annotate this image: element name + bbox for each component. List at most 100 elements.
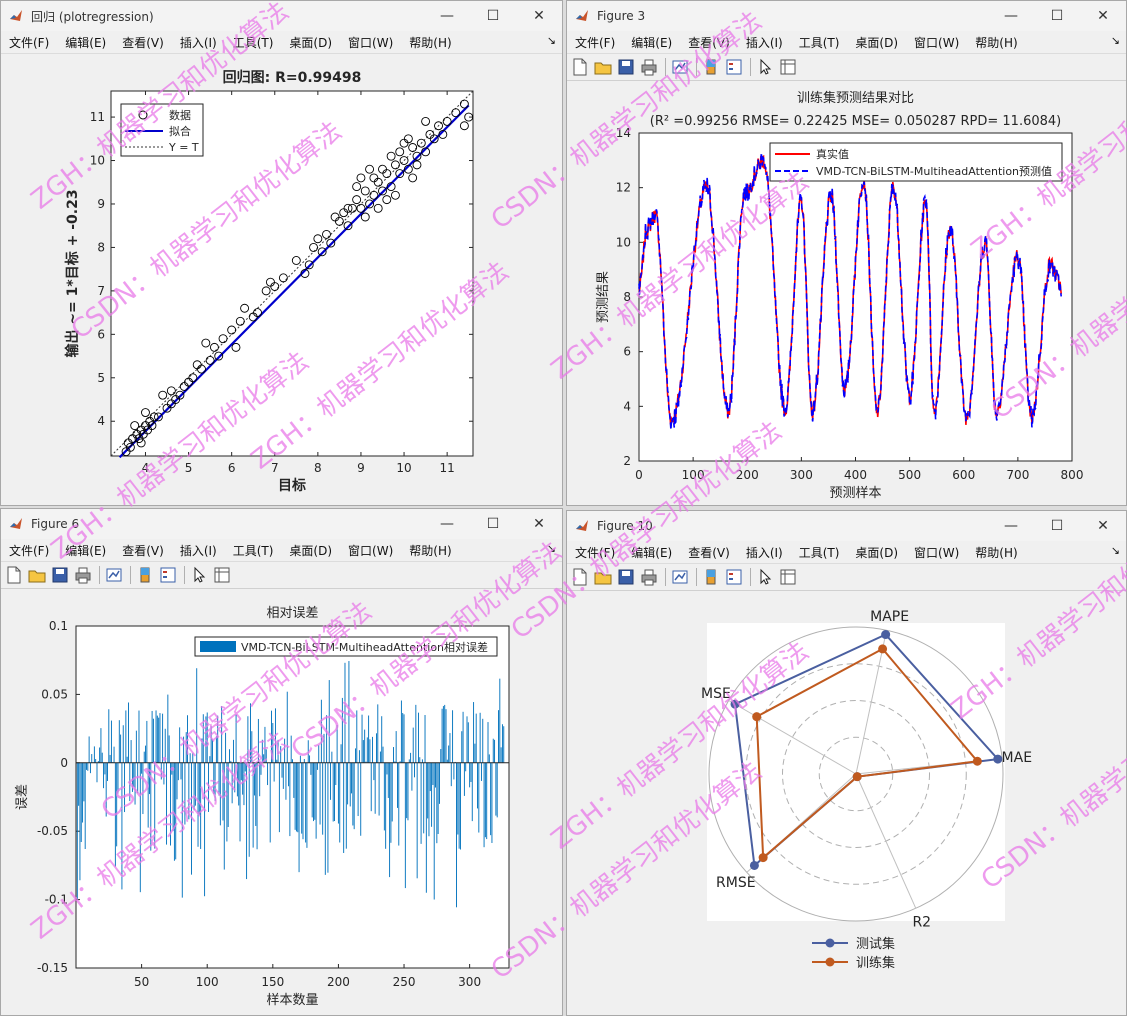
menu-insert[interactable]: 插入(I) bbox=[179, 543, 217, 558]
menu-file[interactable]: 文件(F) bbox=[575, 545, 616, 560]
menu-help[interactable]: 帮助(H) bbox=[975, 35, 1018, 50]
link-plot-icon[interactable] bbox=[105, 566, 123, 584]
maximize-button[interactable]: ☐ bbox=[1050, 8, 1064, 24]
error-bar bbox=[214, 762, 216, 801]
menu-tools[interactable]: 工具(T) bbox=[232, 543, 274, 558]
error-bar bbox=[217, 715, 219, 763]
error-bar bbox=[188, 762, 190, 820]
title-bar[interactable]: Figure 10 — ☐ ✕ bbox=[567, 511, 1126, 541]
close-button[interactable]: ✕ bbox=[1097, 518, 1109, 534]
error-bar bbox=[176, 762, 178, 800]
maximize-button[interactable]: ☐ bbox=[486, 8, 500, 24]
legend-icon[interactable] bbox=[159, 566, 177, 584]
save-icon[interactable] bbox=[617, 568, 635, 586]
open-folder-icon[interactable] bbox=[594, 58, 612, 76]
open-folder-icon[interactable] bbox=[28, 566, 46, 584]
menu-desktop[interactable]: 桌面(D) bbox=[855, 545, 899, 560]
data-point bbox=[227, 325, 237, 335]
pointer-icon[interactable] bbox=[756, 568, 774, 586]
menu-file[interactable]: 文件(F) bbox=[575, 35, 616, 50]
minimize-button[interactable]: — bbox=[1004, 8, 1018, 24]
menu-overflow-icon[interactable]: ↘ bbox=[546, 542, 556, 555]
error-bar bbox=[149, 762, 150, 795]
close-button[interactable]: ✕ bbox=[533, 516, 545, 532]
error-bar bbox=[397, 762, 398, 808]
menu-help[interactable]: 帮助(H) bbox=[409, 35, 452, 50]
title-bar[interactable]: Figure 6 — ☐ ✕ bbox=[1, 509, 562, 539]
menu-edit[interactable]: 编辑(E) bbox=[65, 35, 107, 50]
new-file-icon[interactable] bbox=[571, 568, 589, 586]
minimize-button[interactable]: — bbox=[440, 516, 454, 532]
menu-tools[interactable]: 工具(T) bbox=[232, 35, 274, 50]
menu-insert[interactable]: 插入(I) bbox=[179, 35, 217, 50]
colorbar-icon[interactable] bbox=[702, 568, 720, 586]
menu-window[interactable]: 窗口(W) bbox=[914, 35, 960, 50]
maximize-button[interactable]: ☐ bbox=[1050, 518, 1064, 534]
close-button[interactable]: ✕ bbox=[1097, 8, 1109, 24]
save-icon[interactable] bbox=[617, 58, 635, 76]
legend-icon[interactable] bbox=[725, 58, 743, 76]
menu-overflow-icon[interactable]: ↘ bbox=[1110, 544, 1120, 557]
menu-window[interactable]: 窗口(W) bbox=[914, 545, 960, 560]
menu-window[interactable]: 窗口(W) bbox=[348, 35, 394, 50]
menu-edit[interactable]: 编辑(E) bbox=[631, 35, 673, 50]
data-point bbox=[352, 195, 362, 205]
link-plot-icon[interactable] bbox=[671, 568, 689, 586]
menu-tools[interactable]: 工具(T) bbox=[798, 35, 840, 50]
menu-file[interactable]: 文件(F) bbox=[9, 35, 50, 50]
property-inspector-icon[interactable] bbox=[779, 568, 797, 586]
data-point bbox=[395, 147, 405, 157]
title-bar[interactable]: Figure 3 — ☐ ✕ bbox=[567, 1, 1126, 31]
menu-overflow-icon[interactable]: ↘ bbox=[546, 34, 556, 47]
property-inspector-icon[interactable] bbox=[213, 566, 231, 584]
colorbar-icon[interactable] bbox=[702, 58, 720, 76]
data-point bbox=[326, 238, 336, 248]
menu-help[interactable]: 帮助(H) bbox=[409, 543, 452, 558]
print-icon[interactable] bbox=[640, 568, 658, 586]
menu-overflow-icon[interactable]: ↘ bbox=[1110, 34, 1120, 47]
colorbar-icon[interactable] bbox=[136, 566, 154, 584]
print-icon[interactable] bbox=[74, 566, 92, 584]
menu-edit[interactable]: 编辑(E) bbox=[631, 545, 673, 560]
error-bar bbox=[265, 749, 267, 763]
error-bar bbox=[113, 746, 115, 763]
radar-spoke bbox=[855, 630, 888, 775]
pointer-icon[interactable] bbox=[756, 58, 774, 76]
menu-insert[interactable]: 插入(I) bbox=[745, 545, 783, 560]
menu-tools[interactable]: 工具(T) bbox=[798, 545, 840, 560]
minimize-button[interactable]: — bbox=[1004, 518, 1018, 534]
menu-file[interactable]: 文件(F) bbox=[9, 543, 50, 558]
menu-desktop[interactable]: 桌面(D) bbox=[855, 35, 899, 50]
open-folder-icon[interactable] bbox=[594, 568, 612, 586]
menu-help[interactable]: 帮助(H) bbox=[975, 545, 1018, 560]
maximize-button[interactable]: ☐ bbox=[486, 516, 500, 532]
menu-view[interactable]: 查看(V) bbox=[688, 35, 730, 50]
print-icon[interactable] bbox=[640, 58, 658, 76]
save-icon[interactable] bbox=[51, 566, 69, 584]
menu-desktop[interactable]: 桌面(D) bbox=[289, 35, 333, 50]
menu-insert[interactable]: 插入(I) bbox=[745, 35, 783, 50]
title-bar[interactable]: 回归 (plotregression) — ☐ ✕ bbox=[1, 1, 562, 31]
error-bar bbox=[193, 762, 195, 811]
close-button[interactable]: ✕ bbox=[533, 8, 545, 24]
link-plot-icon[interactable] bbox=[671, 58, 689, 76]
figure-canvas: 训练集预测结果对比 (R² =0.99256 RMSE= 0.22425 MSE=… bbox=[567, 81, 1126, 505]
menu-view[interactable]: 查看(V) bbox=[688, 545, 730, 560]
menu-desktop[interactable]: 桌面(D) bbox=[289, 543, 333, 558]
menu-view[interactable]: 查看(V) bbox=[122, 35, 164, 50]
menu-window[interactable]: 窗口(W) bbox=[348, 543, 394, 558]
error-bar bbox=[408, 759, 410, 763]
data-point bbox=[166, 386, 176, 396]
error-bar bbox=[172, 762, 174, 832]
menu-view[interactable]: 查看(V) bbox=[122, 543, 164, 558]
error-bar bbox=[355, 748, 356, 763]
minimize-button[interactable]: — bbox=[440, 8, 454, 24]
error-bar bbox=[100, 728, 102, 763]
pointer-icon[interactable] bbox=[190, 566, 208, 584]
menu-edit[interactable]: 编辑(E) bbox=[65, 543, 107, 558]
property-inspector-icon[interactable] bbox=[779, 58, 797, 76]
data-point bbox=[309, 242, 318, 252]
legend-icon[interactable] bbox=[725, 568, 743, 586]
new-file-icon[interactable] bbox=[571, 58, 589, 76]
new-file-icon[interactable] bbox=[5, 566, 23, 584]
